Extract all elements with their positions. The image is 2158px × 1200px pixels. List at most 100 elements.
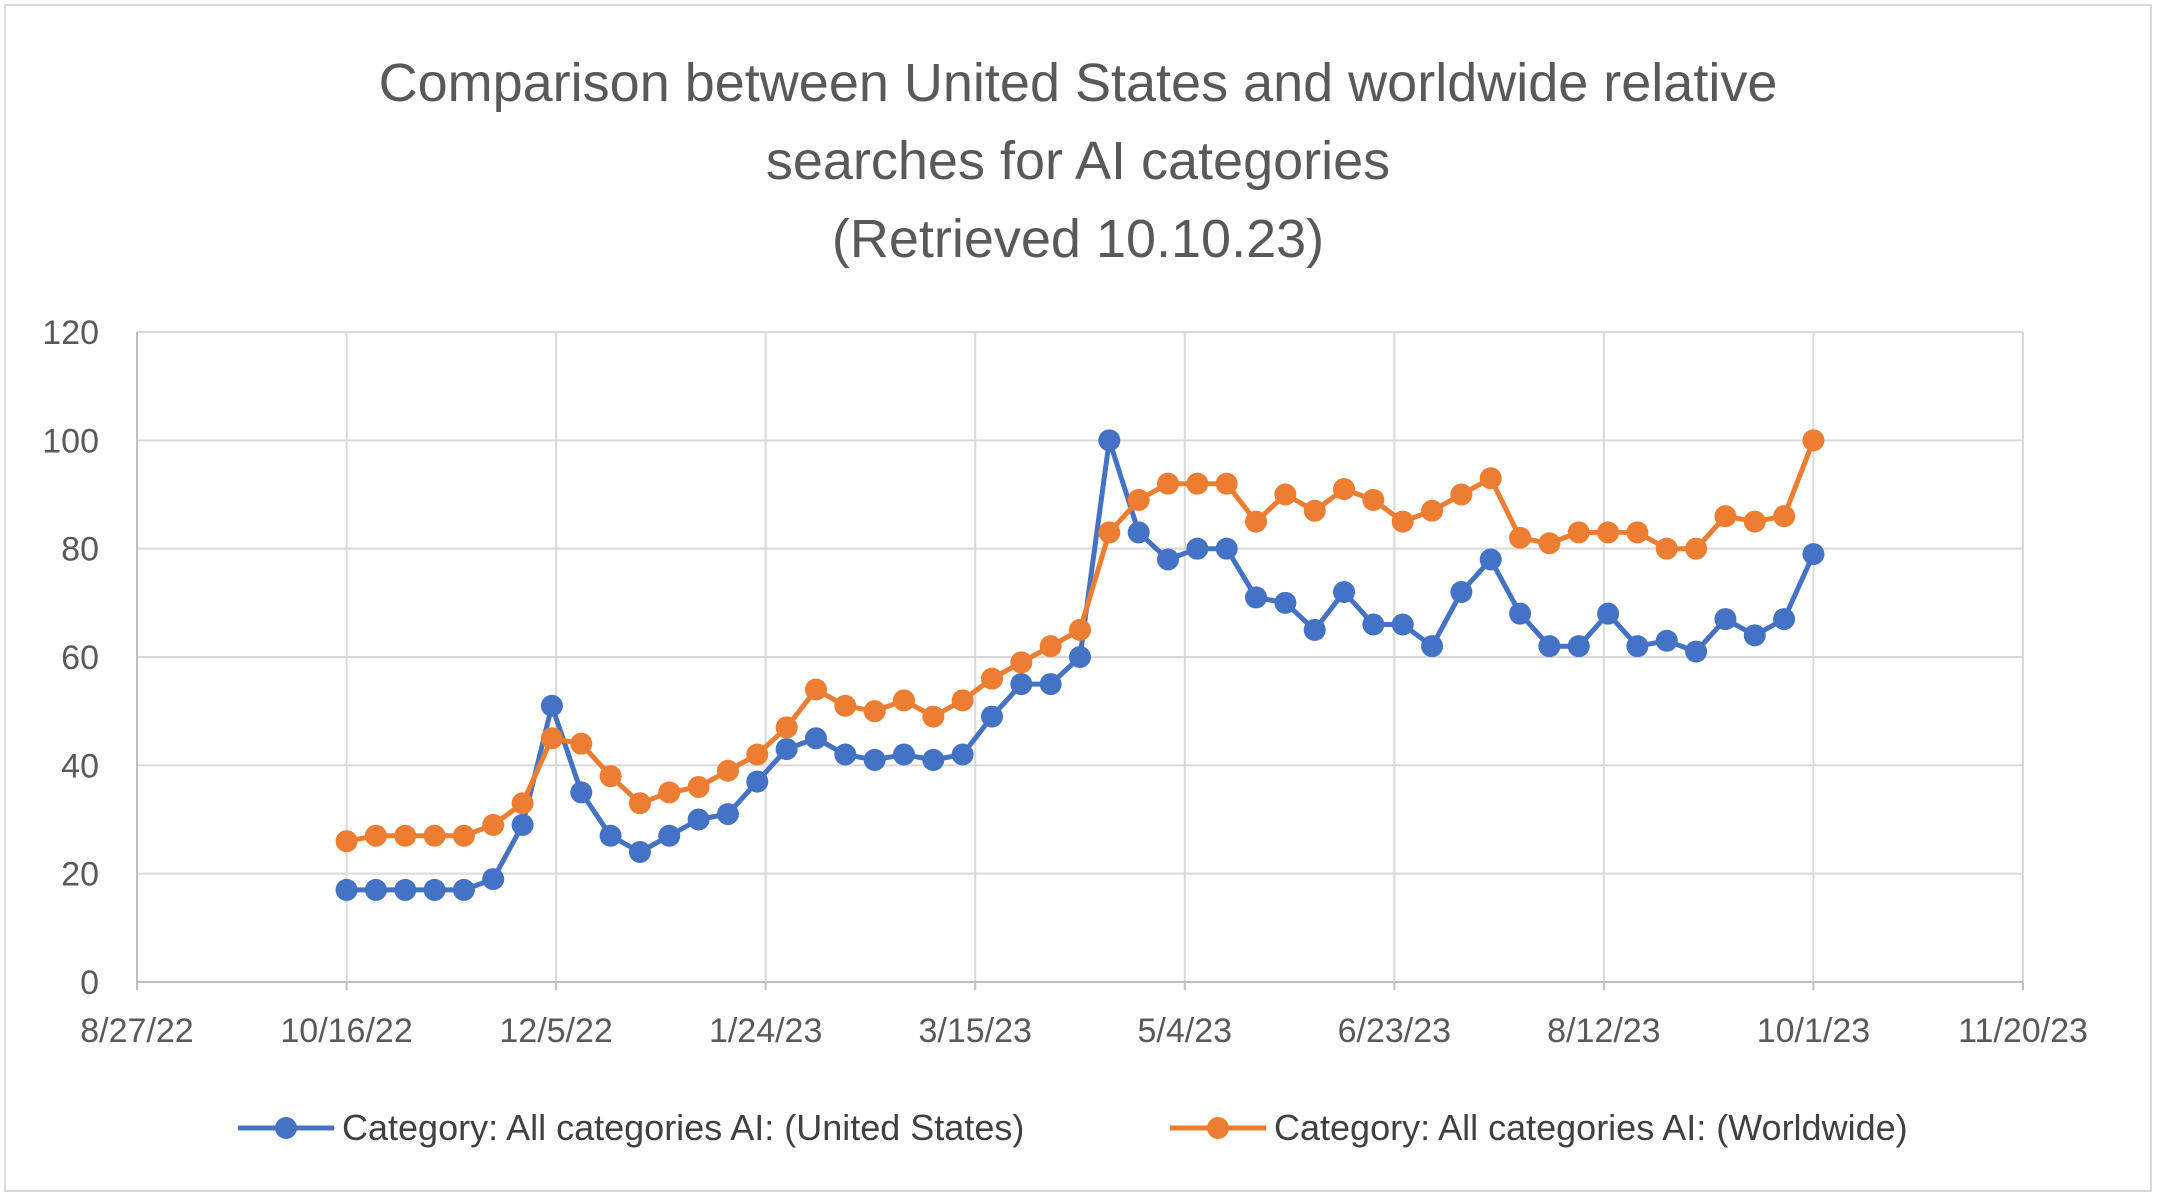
data-series <box>335 429 1825 901</box>
data-point <box>628 792 651 815</box>
data-point <box>540 694 563 717</box>
data-point <box>1362 488 1385 511</box>
data-point <box>716 803 739 826</box>
axes <box>136 332 2024 990</box>
data-point <box>1567 521 1590 544</box>
y-tick-label: 20 <box>61 856 99 894</box>
legend: Category: All categories AI: (United Sta… <box>238 1107 1908 1148</box>
data-point <box>1215 472 1238 495</box>
line-chart: Comparison between United States and wor… <box>42 53 2088 1148</box>
data-point <box>1186 472 1209 495</box>
chart-frame: Comparison between United States and wor… <box>4 4 2152 1192</box>
x-tick-label: 12/5/22 <box>499 1012 612 1050</box>
data-point <box>1215 537 1238 560</box>
data-point <box>746 770 769 793</box>
chart-title-line-1: Comparison between United States and wor… <box>379 53 1778 113</box>
data-point <box>1597 521 1620 544</box>
data-point <box>1538 635 1561 658</box>
data-point <box>658 781 681 804</box>
data-point <box>1362 613 1385 636</box>
x-tick-label: 5/4/23 <box>1138 1012 1233 1050</box>
y-axis-tick-labels: 0 20 40 60 80 100 120 <box>42 314 99 1002</box>
x-tick-label: 10/16/22 <box>280 1012 412 1050</box>
series-1 <box>335 429 1825 901</box>
data-point <box>1127 521 1150 544</box>
data-point <box>1685 640 1708 663</box>
legend-item-1: Category: All categories AI: (United Sta… <box>238 1107 1024 1148</box>
data-point <box>1479 467 1502 490</box>
data-point <box>658 824 681 847</box>
data-point <box>892 689 915 712</box>
y-tick-label: 100 <box>42 422 99 460</box>
data-point <box>394 824 417 847</box>
data-point <box>1127 488 1150 511</box>
data-point <box>716 759 739 782</box>
data-point <box>1421 499 1444 522</box>
data-point <box>511 792 534 815</box>
data-point <box>892 743 915 766</box>
data-point <box>1802 429 1825 452</box>
data-point <box>511 813 534 836</box>
data-point <box>1421 635 1444 658</box>
data-point <box>1567 635 1590 658</box>
data-point <box>775 716 798 739</box>
data-point <box>1069 618 1091 641</box>
gridlines <box>137 331 2024 982</box>
y-tick-label: 0 <box>80 964 99 1002</box>
data-point <box>1245 586 1268 609</box>
data-point <box>540 727 563 750</box>
data-point <box>1333 581 1356 603</box>
data-point <box>364 824 387 847</box>
data-point <box>1685 537 1708 560</box>
data-point <box>1714 505 1737 528</box>
data-point <box>1186 537 1209 560</box>
data-point <box>335 878 358 901</box>
x-tick-label: 3/15/23 <box>918 1012 1031 1050</box>
y-tick-label: 60 <box>61 639 99 677</box>
data-point <box>1597 602 1620 625</box>
x-axis-tick-labels: 8/27/22 10/16/22 12/5/22 1/24/23 3/15/23 5/4/… <box>80 1012 2088 1050</box>
data-point <box>1274 591 1297 614</box>
data-point <box>1039 673 1062 696</box>
data-point <box>423 878 446 901</box>
y-tick-label: 80 <box>61 531 99 569</box>
x-tick-label: 10/1/23 <box>1757 1012 1870 1050</box>
data-point <box>863 748 886 771</box>
data-point <box>1773 608 1796 631</box>
data-point <box>1391 510 1414 533</box>
data-point <box>834 743 857 766</box>
data-point <box>951 743 974 766</box>
data-point <box>980 667 1003 690</box>
data-point <box>1245 510 1268 533</box>
data-point <box>482 813 505 836</box>
data-point <box>1333 478 1356 501</box>
data-point <box>570 781 593 804</box>
data-point <box>482 868 505 891</box>
data-point <box>452 878 475 901</box>
x-tick-label: 6/23/23 <box>1338 1012 1451 1050</box>
data-point <box>687 776 710 798</box>
chart-title-line-3: (Retrieved 10.10.23) <box>832 209 1324 269</box>
legend-label: Category: All categories AI: (United Sta… <box>342 1107 1024 1148</box>
data-point <box>1509 602 1532 625</box>
y-tick-label: 40 <box>61 747 99 785</box>
data-point <box>599 824 622 847</box>
data-point <box>951 689 974 712</box>
legend-marker <box>1207 1117 1229 1139</box>
y-tick-label: 120 <box>42 314 99 352</box>
data-point <box>1303 618 1326 641</box>
data-point <box>1655 537 1678 560</box>
data-point <box>1655 629 1678 652</box>
data-point <box>452 824 475 847</box>
data-point <box>335 830 358 853</box>
data-point <box>1098 429 1121 452</box>
x-tick-label: 8/12/23 <box>1547 1012 1660 1050</box>
data-point <box>1039 635 1062 658</box>
data-point <box>1626 635 1649 658</box>
data-point <box>1391 613 1414 636</box>
data-point <box>1303 499 1326 522</box>
data-point <box>599 765 622 788</box>
data-point <box>1010 651 1033 674</box>
data-point <box>1479 548 1502 571</box>
chart-title: Comparison between United States and wor… <box>379 53 1778 269</box>
